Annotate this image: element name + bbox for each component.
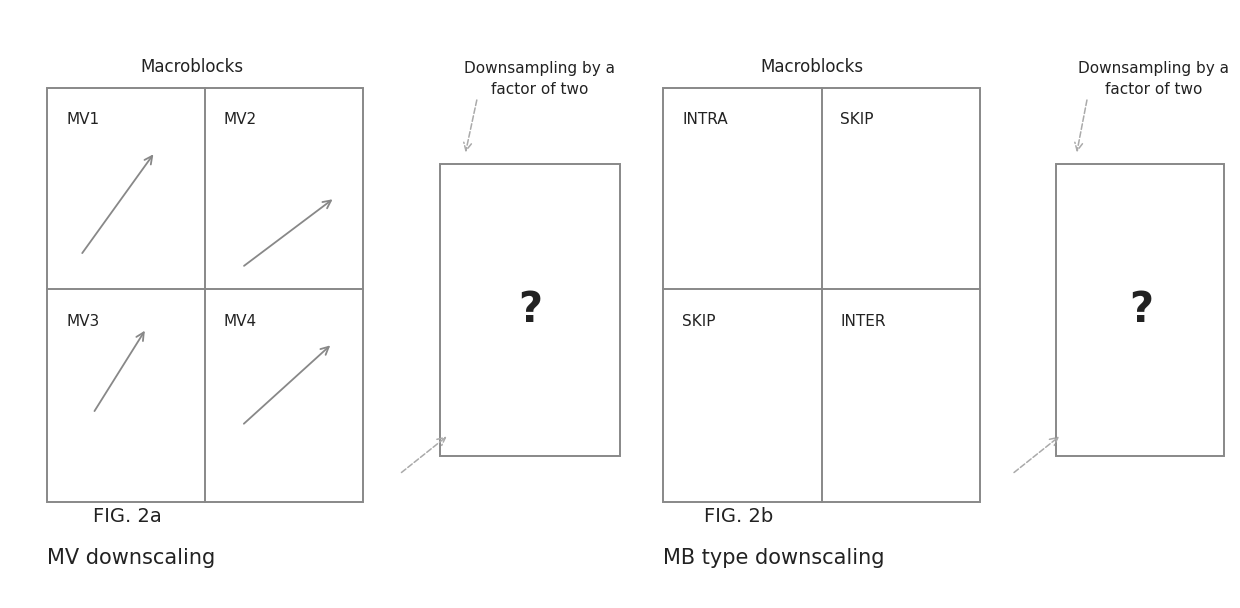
Text: SKIP: SKIP <box>682 314 715 330</box>
Bar <box>47 88 363 502</box>
Text: INTER: INTER <box>841 314 885 330</box>
Text: Downsampling by a
factor of two: Downsampling by a factor of two <box>464 61 615 97</box>
Text: MV4: MV4 <box>223 314 257 330</box>
Text: MV2: MV2 <box>223 112 257 127</box>
Text: MV3: MV3 <box>66 314 99 330</box>
Text: FIG. 2a: FIG. 2a <box>93 507 161 526</box>
Text: ?: ? <box>1128 289 1153 331</box>
Text: MB type downscaling: MB type downscaling <box>663 548 885 568</box>
Text: ?: ? <box>518 289 543 331</box>
Text: SKIP: SKIP <box>841 112 874 127</box>
Text: FIG. 2b: FIG. 2b <box>704 507 774 526</box>
Bar <box>440 164 620 456</box>
Bar <box>1056 164 1224 456</box>
Text: Downsampling by a
factor of two: Downsampling by a factor of two <box>1078 61 1229 97</box>
Text: INTRA: INTRA <box>682 112 728 127</box>
Bar <box>663 88 980 502</box>
Text: Macroblocks: Macroblocks <box>760 58 864 76</box>
Text: MV downscaling: MV downscaling <box>47 548 216 568</box>
Text: MV1: MV1 <box>66 112 99 127</box>
Text: Macroblocks: Macroblocks <box>140 58 244 76</box>
